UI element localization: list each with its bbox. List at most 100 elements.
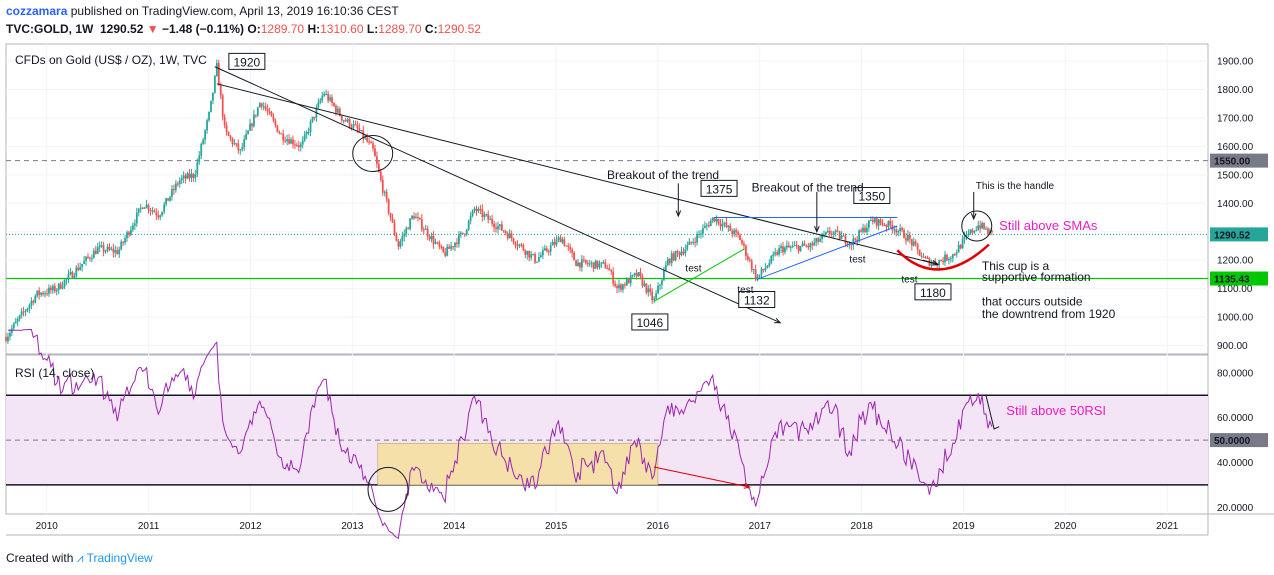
candle-body (75, 267, 78, 276)
candle-body (215, 63, 218, 76)
candle-body (811, 243, 814, 246)
label-1046-box (631, 313, 669, 331)
candle-body (633, 273, 636, 275)
candle-body (108, 246, 111, 250)
candle-body (553, 242, 556, 245)
candle-body (616, 286, 618, 289)
candle-body (949, 258, 952, 260)
candle-body (243, 139, 246, 148)
candle-body (778, 248, 780, 255)
candle-body (787, 245, 790, 248)
candle-body (249, 123, 251, 131)
test-label-1: test (685, 263, 701, 274)
candle-body (204, 130, 207, 140)
candle-body (516, 245, 519, 247)
candle-body (444, 252, 447, 256)
candle-body (30, 301, 33, 305)
candle-body (828, 230, 831, 234)
candle-body (387, 199, 390, 213)
candle-body (545, 248, 548, 252)
candle-body (153, 210, 156, 213)
time-tick-label: 2014 (443, 521, 466, 532)
candle-body (426, 228, 429, 237)
tradingview-brand[interactable]: TradingView (86, 551, 153, 565)
candle-body (26, 308, 29, 311)
time-tick-label: 2021 (1156, 521, 1179, 532)
candle-body (565, 245, 568, 247)
candle-body (172, 189, 175, 191)
price-tick-label: 1400.00 (1217, 199, 1254, 210)
candle-body (670, 253, 673, 264)
candle-body (575, 260, 577, 266)
candle-body (258, 103, 261, 108)
candle-body (292, 139, 294, 145)
candle-body (809, 243, 812, 248)
candle-body (971, 229, 974, 233)
candle-body (96, 247, 99, 254)
candle-body (145, 204, 148, 208)
candle-body (705, 225, 708, 227)
tradingview-logo-icon[interactable]: ⩘ (76, 551, 84, 565)
time-tick-label: 2020 (1054, 521, 1077, 532)
candle-body (139, 207, 142, 209)
candle-body (719, 223, 722, 227)
candle-body (329, 97, 331, 101)
label-1920-box (228, 52, 266, 70)
candle-body (754, 269, 757, 280)
candle-body (635, 273, 638, 277)
candle-body (370, 141, 372, 144)
down-arrow-icon: ▼ (146, 22, 159, 36)
candle-body (147, 204, 150, 211)
candle-body (797, 245, 800, 252)
candle-body (946, 254, 948, 261)
candle-body (44, 293, 46, 295)
candle-body (256, 107, 259, 116)
label-1350-box (853, 186, 891, 204)
candle-body (428, 236, 431, 240)
candle-body (436, 242, 439, 244)
candle-body (401, 236, 404, 242)
candle-body (254, 114, 257, 116)
candle-body (912, 241, 915, 246)
label-last-price-bg (1210, 227, 1268, 242)
label-1375-box (700, 179, 738, 197)
candle-body (440, 246, 443, 248)
candle-body (335, 105, 337, 113)
rsi-50-label-bg (1210, 433, 1268, 448)
candle-body (963, 236, 966, 239)
candle-body (664, 265, 667, 271)
candle-body (104, 250, 107, 252)
candle-body (5, 336, 7, 342)
author-link[interactable]: cozzamara (6, 4, 68, 18)
candle-body (536, 261, 538, 263)
candle-body (399, 241, 402, 247)
candle-body (785, 245, 788, 248)
test-label-4: test (901, 275, 917, 286)
breakout-text-2: Breakout of the trend (752, 181, 864, 195)
candle-body (825, 232, 827, 235)
candle-body (130, 229, 132, 235)
candle-body (905, 238, 907, 241)
candle-body (877, 219, 880, 226)
candle-body (381, 179, 384, 193)
candle-body (608, 268, 611, 271)
candle-body (543, 248, 546, 251)
candle-body (641, 276, 644, 286)
candle-body (379, 171, 382, 180)
candle-body (51, 285, 54, 291)
candle-body (245, 133, 248, 140)
candle-body (260, 103, 263, 107)
candle-body (463, 233, 466, 235)
candle-body (395, 233, 398, 242)
candle-body (875, 217, 878, 226)
candle-body (764, 268, 767, 271)
candle-body (389, 212, 392, 219)
candle-body (208, 111, 210, 121)
time-tick-label: 2016 (647, 521, 670, 532)
candle-body (647, 288, 650, 293)
candle-body (569, 246, 572, 250)
candle-body (899, 228, 902, 232)
candle-body (438, 242, 441, 247)
cup-curve (896, 243, 990, 271)
